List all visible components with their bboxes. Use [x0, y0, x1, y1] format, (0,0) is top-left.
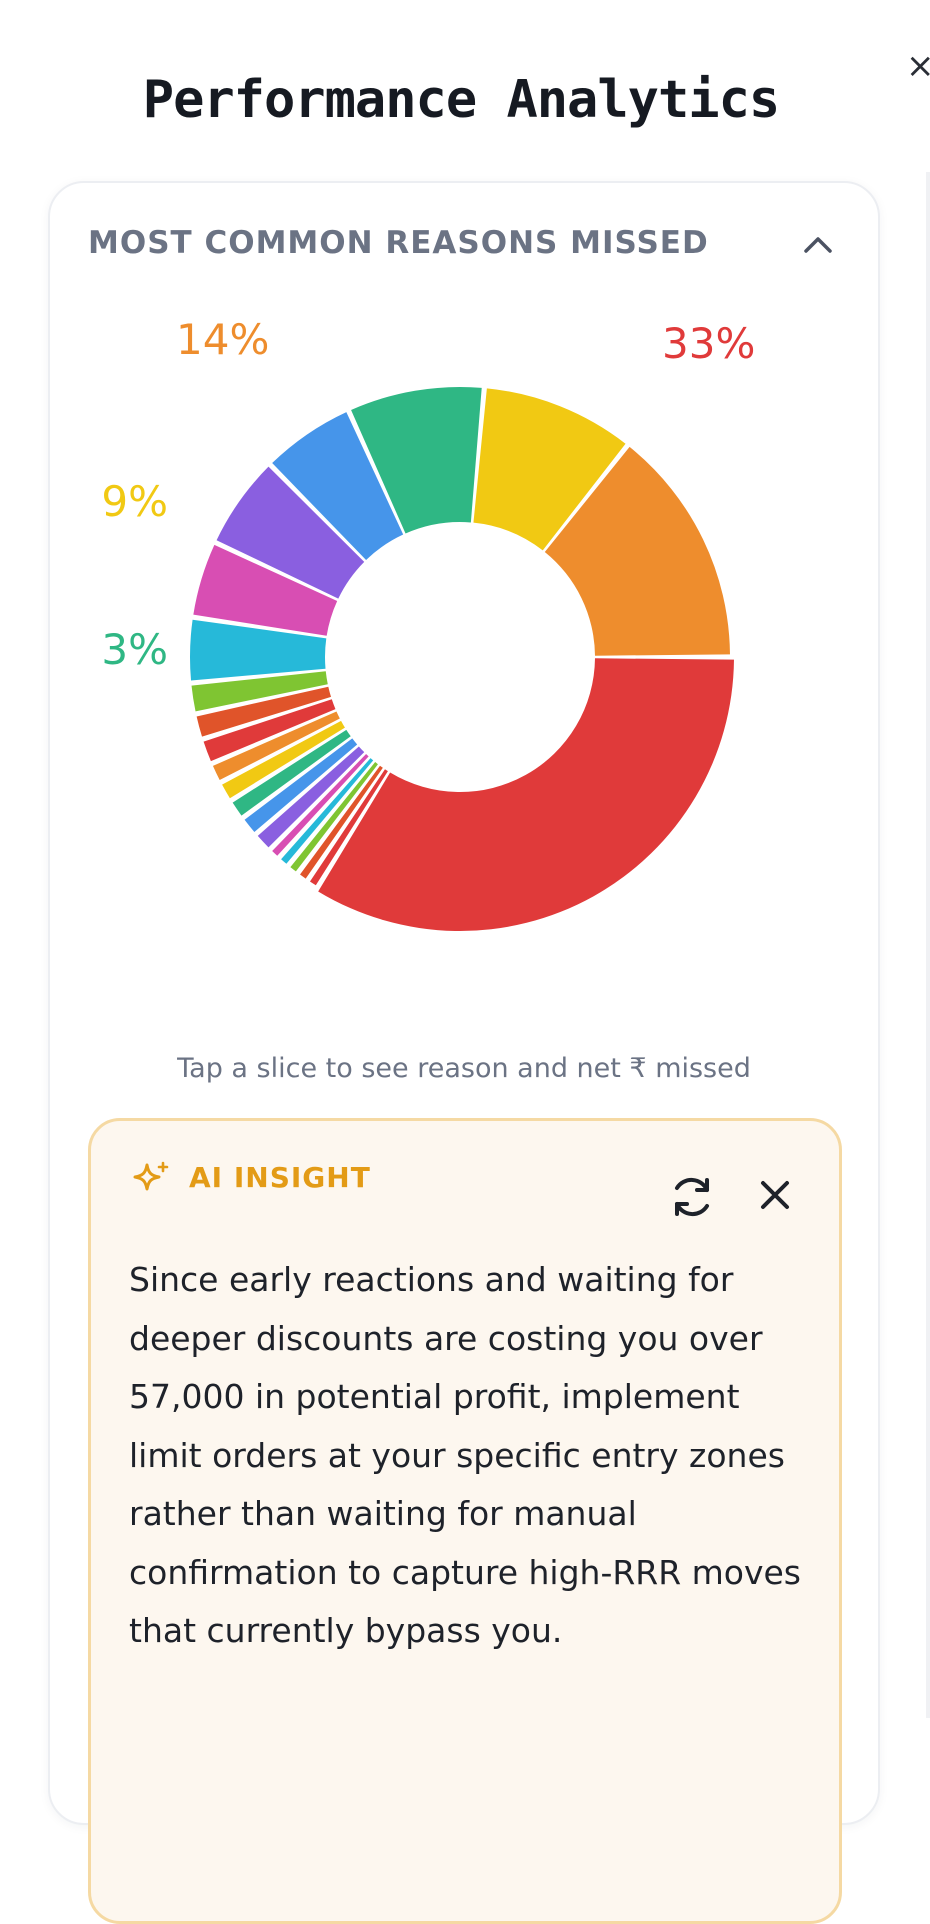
page-title: Performance Analytics: [142, 70, 780, 130]
donut-slice-11[interactable]: [203, 699, 336, 762]
donut-slice-4[interactable]: [281, 758, 374, 864]
donut-chart: [190, 387, 734, 931]
pct-label-14: 14%: [176, 315, 270, 364]
reasons-missed-card: MOST COMMON REASONS MISSED 33% 14% 9% 3%…: [48, 181, 880, 1924]
donut-slice-5[interactable]: [272, 753, 369, 856]
donut-slice-16[interactable]: [216, 466, 365, 599]
close-icon[interactable]: [755, 1175, 795, 1215]
pct-label-9-text: 9%: [101, 477, 166, 526]
pct-label-8-text: 3%: [101, 625, 166, 674]
donut-slice-15[interactable]: [193, 544, 338, 636]
ai-insight-panel: AI INSIGHT Since early reactions and wai…: [88, 1118, 842, 1924]
donut-slice-10[interactable]: [212, 711, 340, 781]
card-title: MOST COMMON REASONS MISSED: [88, 225, 709, 261]
donut-slice-18[interactable]: [351, 387, 482, 534]
donut-slice-14[interactable]: [190, 619, 327, 681]
insight-title: AI INSIGHT: [189, 1161, 371, 1194]
donut-slice-13[interactable]: [191, 671, 328, 712]
chart-hint: Tap a slice to see reason and net ₹ miss…: [177, 1053, 751, 1084]
sparkle-icon: [133, 1161, 169, 1191]
donut-slice-7[interactable]: [244, 738, 358, 832]
pct-label-9: 9%: [66, 477, 166, 526]
close-icon[interactable]: ×: [906, 46, 930, 86]
insight-body: Since early reactions and waiting for de…: [129, 1260, 802, 1650]
refresh-icon[interactable]: [666, 1171, 718, 1223]
donut-slice-6[interactable]: [257, 746, 365, 848]
donut-slice-2[interactable]: [300, 765, 383, 879]
donut-slice-8[interactable]: [232, 729, 351, 816]
donut-slice-12[interactable]: [196, 686, 332, 737]
donut-chart-area: 33% 14% 9% 3%: [50, 183, 878, 1063]
donut-slice-17[interactable]: [272, 412, 404, 561]
donut-slice-20[interactable]: [544, 446, 730, 656]
donut-slice-3[interactable]: [290, 762, 378, 872]
pct-label-8: 3%: [66, 625, 166, 674]
chevron-up-icon[interactable]: [800, 227, 836, 263]
donut-slice-0[interactable]: [318, 658, 734, 931]
pct-label-33: 33%: [662, 319, 756, 368]
side-panel-edge: [926, 172, 930, 1718]
donut-slice-9[interactable]: [222, 720, 345, 799]
donut-slice-1[interactable]: [309, 769, 388, 886]
donut-slice-19[interactable]: [473, 388, 626, 551]
